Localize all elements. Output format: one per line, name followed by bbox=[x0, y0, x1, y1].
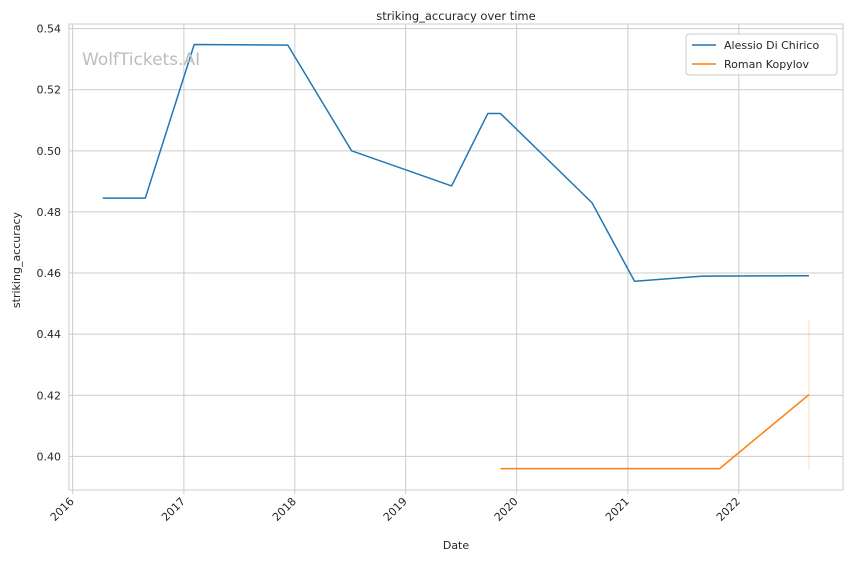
y-axis-label: striking_accuracy bbox=[10, 211, 23, 308]
y-tick-label: 0.52 bbox=[37, 84, 62, 97]
x-tick-label: 2018 bbox=[270, 495, 299, 524]
plot-frame bbox=[68, 23, 844, 491]
x-axis-label: Date bbox=[443, 539, 470, 552]
y-tick-label: 0.44 bbox=[37, 328, 62, 341]
y-tick-label: 0.50 bbox=[37, 145, 62, 158]
grid bbox=[69, 24, 843, 490]
plot-background bbox=[69, 24, 843, 490]
x-tick-label: 2017 bbox=[159, 495, 188, 524]
y-tick-label: 0.46 bbox=[37, 267, 62, 280]
x-tick-label: 2020 bbox=[492, 495, 521, 524]
x-tick-label: 2022 bbox=[714, 495, 743, 524]
y-tick-label: 0.42 bbox=[37, 389, 62, 402]
y-tick-label: 0.40 bbox=[37, 450, 62, 463]
series-line-1 bbox=[102, 43, 809, 283]
chart-title: striking_accuracy over time bbox=[376, 9, 535, 23]
y-tick-label: 0.48 bbox=[37, 206, 62, 219]
legend-label: Alessio Di Chirico bbox=[724, 39, 819, 52]
legend-box bbox=[685, 33, 838, 76]
x-tick-label: 2019 bbox=[381, 495, 410, 524]
x-tick-label: 2016 bbox=[48, 495, 77, 524]
series-layer bbox=[102, 43, 810, 471]
legend: Alessio Di Chirico Roman Kopylov bbox=[685, 33, 838, 76]
y-tick-label: 0.54 bbox=[37, 23, 62, 36]
legend-label: Roman Kopylov bbox=[724, 58, 809, 71]
x-tick-label: 2021 bbox=[603, 495, 632, 524]
watermark: WolfTickets.AI bbox=[82, 50, 200, 70]
